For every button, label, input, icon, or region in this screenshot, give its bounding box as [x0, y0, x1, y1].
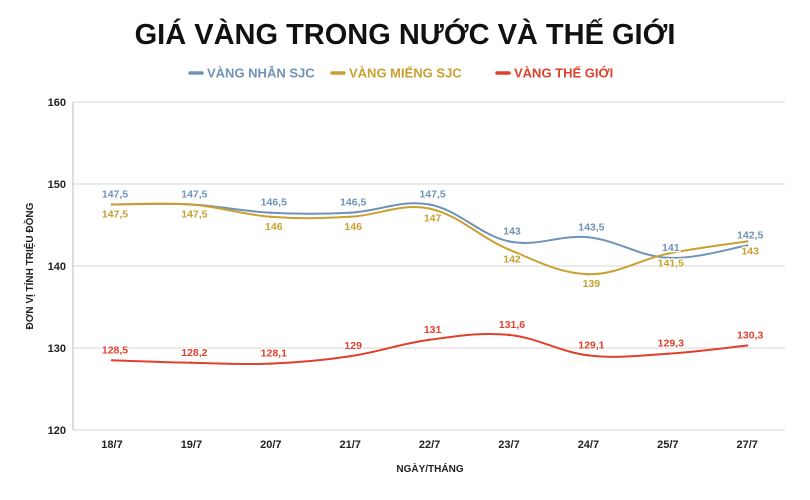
data-label: 141 — [662, 242, 680, 254]
data-point — [110, 203, 114, 206]
data-label: 139 — [583, 278, 601, 290]
data-label: 147,5 — [102, 189, 128, 201]
series-layer — [110, 202, 749, 366]
x-tick-label: 24/7 — [578, 439, 599, 451]
data-point — [587, 273, 590, 276]
data-point — [666, 252, 669, 255]
data-point — [666, 256, 669, 259]
x-axis-ticks: 18/7 19/7 20/7 21/7 22/7 23/7 24/7 25/7 27/7 — [101, 439, 758, 451]
x-tick-label: 22/7 — [419, 439, 440, 451]
data-label: 147,5 — [181, 209, 207, 221]
data-point — [428, 203, 431, 206]
data-point — [587, 354, 590, 357]
series-line — [111, 202, 748, 259]
x-tick-label: 18/7 — [101, 439, 122, 451]
data-point — [269, 215, 272, 218]
data-label: 131,6 — [499, 319, 525, 331]
data-point — [507, 240, 511, 243]
legend-entry: VÀNG MIẾNG SJC — [349, 66, 462, 81]
data-label: 147,5 — [102, 209, 128, 221]
data-point — [746, 244, 749, 247]
data-label: 129,1 — [578, 339, 604, 351]
y-tick-label: 120 — [48, 425, 66, 437]
data-point — [110, 359, 114, 362]
data-label: 141,5 — [658, 258, 684, 270]
chart-title: GIÁ VÀNG TRONG NƯỚC VÀ THẾ GIỚI — [135, 17, 676, 51]
data-label: 147 — [424, 213, 442, 225]
y-tick-label: 160 — [48, 97, 66, 109]
legend-entry: VÀNG NHẪN SJC — [207, 66, 315, 81]
data-labels: 147,5 147,5 146,5 146,5 147,5 143 143,5 141 142,… — [101, 187, 765, 361]
data-label: 146 — [265, 221, 283, 233]
y-tick-label: 150 — [48, 179, 66, 191]
data-point — [587, 236, 590, 239]
data-label: 128,5 — [102, 344, 128, 356]
y-axis-ticks: 120 130 140 150 160 — [48, 97, 66, 437]
x-tick-label: 20/7 — [260, 439, 281, 451]
data-label: 146 — [344, 221, 362, 233]
y-tick-label: 130 — [48, 343, 66, 355]
data-label: 131 — [424, 324, 442, 336]
data-point — [190, 203, 193, 206]
data-point — [428, 207, 431, 210]
data-label: 142,5 — [737, 230, 763, 242]
data-label: 143 — [741, 245, 759, 257]
data-point — [507, 333, 511, 337]
data-label: 146,5 — [340, 197, 366, 209]
grid — [72, 101, 785, 431]
data-label: 143 — [503, 225, 521, 237]
data-point — [428, 338, 431, 341]
data-label: 147,5 — [419, 189, 445, 201]
x-tick-label: 27/7 — [736, 439, 757, 451]
data-label: 130,3 — [737, 330, 763, 342]
x-axis-label: NGÀY/THÁNG — [396, 462, 463, 475]
data-label: 129,3 — [658, 338, 684, 350]
data-label: 142 — [503, 254, 521, 266]
data-point — [746, 240, 749, 243]
data-point — [349, 215, 352, 218]
data-point — [746, 344, 749, 347]
legend-entry: VÀNG THẾ GIỚI — [514, 66, 613, 81]
data-point — [507, 248, 511, 251]
x-tick-label: 19/7 — [181, 439, 202, 451]
data-label: 143,5 — [578, 221, 604, 233]
data-label: 147,5 — [181, 189, 207, 201]
x-tick-label: 25/7 — [657, 439, 678, 451]
data-label: 146,5 — [261, 197, 287, 209]
x-tick-label: 21/7 — [339, 439, 360, 451]
data-point — [349, 355, 352, 358]
data-label: 129 — [344, 340, 362, 352]
data-point — [666, 352, 669, 355]
x-tick-label: 23/7 — [498, 439, 519, 451]
data-point — [349, 211, 352, 214]
data-point — [190, 361, 193, 364]
y-axis-label: ĐƠN VỊ TÍNH TRIỆU ĐỒNG — [23, 202, 36, 329]
legend: VÀNG NHẪN SJC VÀNG MIẾNG SJC VÀNG THẾ GIỚI — [188, 66, 613, 81]
data-label: 128,1 — [261, 348, 287, 360]
data-point — [269, 211, 272, 214]
data-point — [269, 362, 272, 365]
y-tick-label: 140 — [48, 261, 66, 273]
data-label: 128,2 — [181, 347, 207, 359]
